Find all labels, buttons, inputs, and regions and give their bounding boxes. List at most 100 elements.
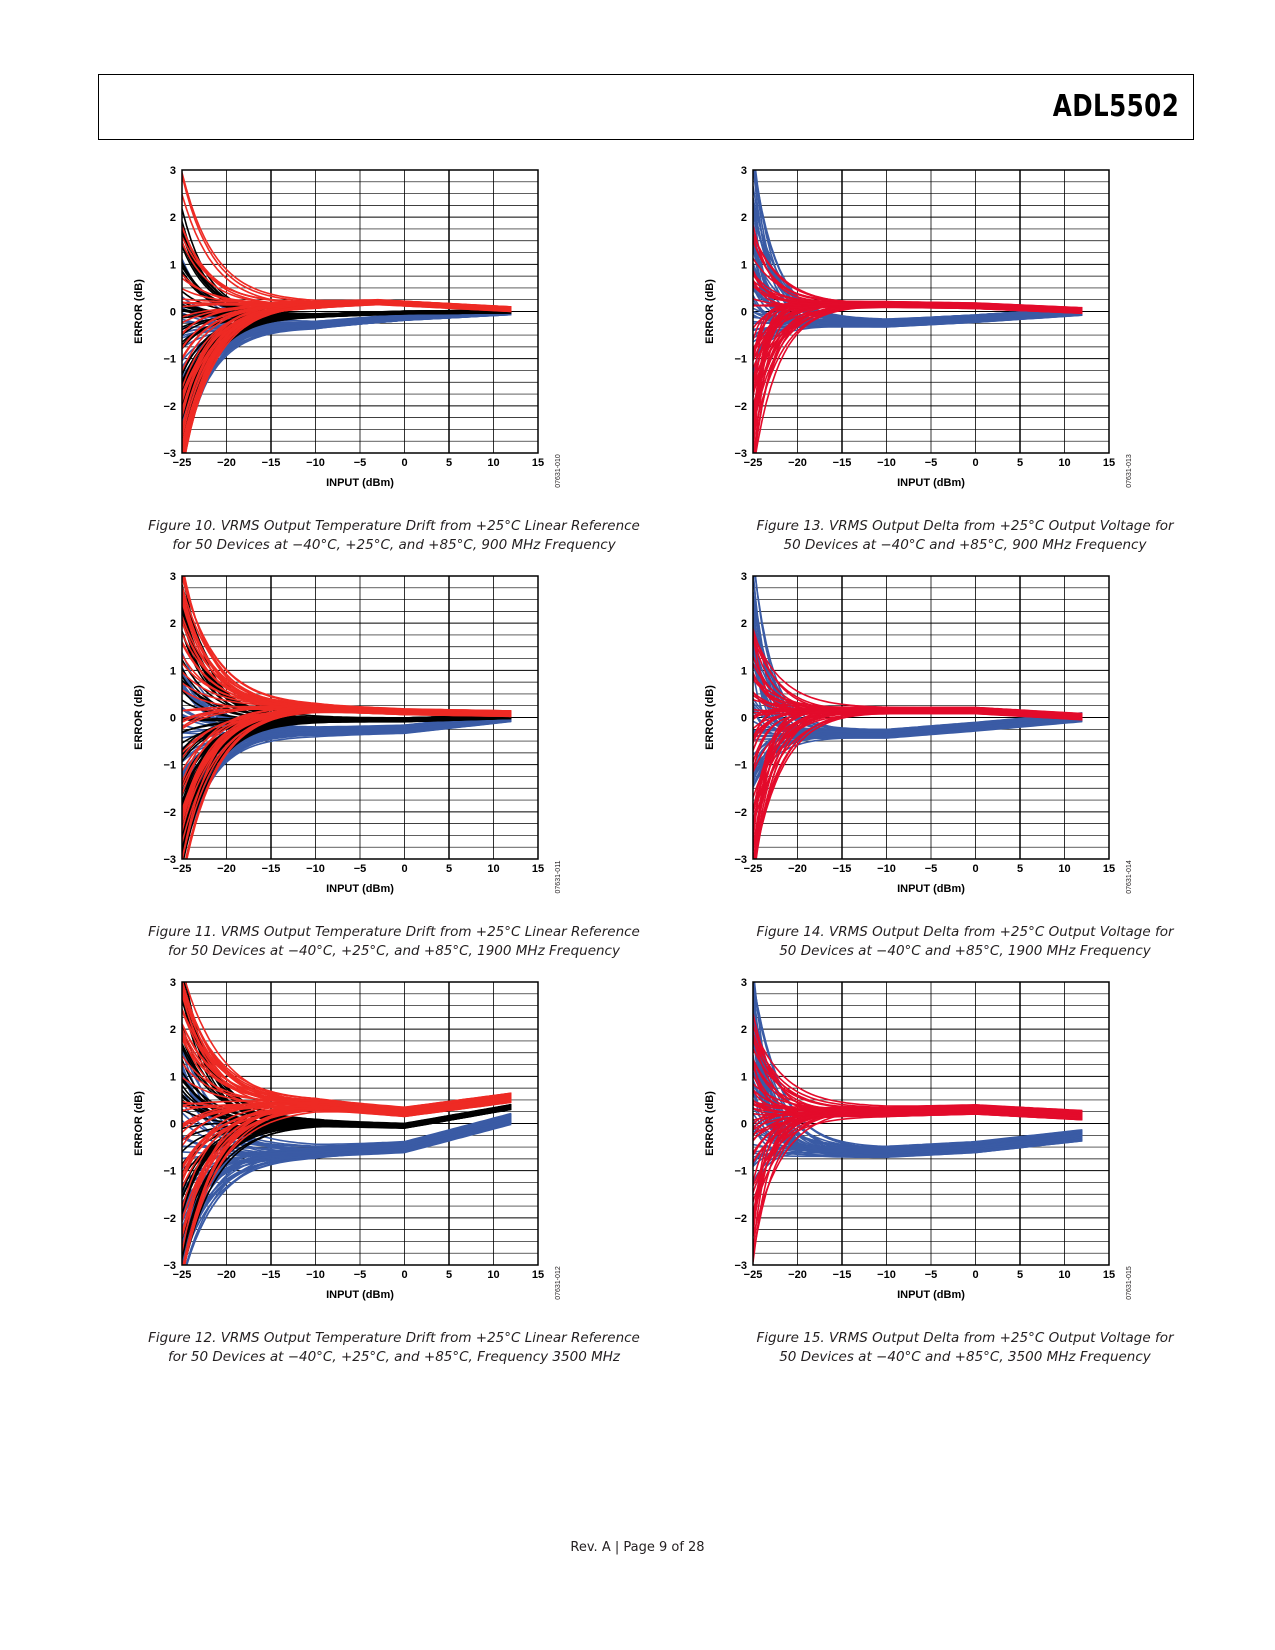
plot-frame xyxy=(752,575,1110,860)
x-tick-label: −10 xyxy=(877,1269,896,1281)
figure-code: 07631-015 xyxy=(1126,1266,1133,1300)
x-tick-label: 5 xyxy=(1017,1269,1023,1281)
figure-11: −25 −20 −15 −10 −5 0 5 10 15 −3 −2 −1 0 1 2 3 INPUT (dBm… xyxy=(124,571,684,971)
device-curve xyxy=(753,708,1083,743)
y-tick-label: −3 xyxy=(734,1260,747,1272)
device-curve xyxy=(182,705,512,728)
x-tick-label: 10 xyxy=(487,863,499,875)
y-tick-label: 1 xyxy=(741,1071,747,1083)
device-curve xyxy=(182,236,512,309)
series-0 xyxy=(182,1029,512,1265)
caption-line-1: Figure 15. VRMS Output Delta from +25°C … xyxy=(756,1330,1174,1346)
x-tick-label: −10 xyxy=(877,863,896,875)
y-tick-label: −1 xyxy=(734,760,747,772)
x-tick-label: −20 xyxy=(217,1269,236,1281)
caption-line-2: 50 Devices at −40°C and +85°C, 3500 MHz … xyxy=(779,1349,1151,1365)
device-curve xyxy=(753,1033,1083,1150)
device-curve xyxy=(182,310,512,416)
x-tick-label: −15 xyxy=(833,457,852,469)
x-tick-label: −25 xyxy=(173,1269,192,1281)
device-curve xyxy=(182,1099,512,1209)
x-tick-label: 10 xyxy=(487,457,499,469)
y-tick-label: −1 xyxy=(163,1166,176,1178)
y-tick-label: −1 xyxy=(163,354,176,366)
y-tick-label: −2 xyxy=(163,1213,176,1225)
curves xyxy=(753,576,1083,859)
x-tick-label: 0 xyxy=(401,863,407,875)
device-curve xyxy=(182,172,512,308)
y-tick-label: −3 xyxy=(163,854,176,866)
y-tick-label: −3 xyxy=(163,448,176,460)
y-tick-label: −1 xyxy=(734,1166,747,1178)
x-axis-label: INPUT (dBm) xyxy=(326,477,394,489)
device-curve xyxy=(753,985,1083,1159)
device-curve xyxy=(754,305,1083,453)
y-tick-label: 2 xyxy=(170,212,176,224)
y-tick-label: −2 xyxy=(163,401,176,413)
series-2 xyxy=(182,982,512,1265)
device-curve xyxy=(753,1066,1083,1116)
device-curve xyxy=(182,226,512,312)
figure-code: 07631-014 xyxy=(1126,860,1133,894)
figure-caption: Figure 12. VRMS Output Temperature Drift… xyxy=(124,1329,664,1367)
x-tick-label: 5 xyxy=(446,457,452,469)
caption-line-2: for 50 Devices at −40°C, +25°C, and +85°… xyxy=(168,1349,620,1365)
y-axis-label: ERROR (dB) xyxy=(133,1091,145,1156)
x-tick-label: −10 xyxy=(306,863,325,875)
x-tick-label: −15 xyxy=(833,863,852,875)
x-tick-label: −5 xyxy=(354,1269,367,1281)
y-tick-label: 2 xyxy=(170,618,176,630)
y-tick-label: 3 xyxy=(741,977,747,989)
x-tick-label: −20 xyxy=(788,457,807,469)
x-tick-label: 15 xyxy=(532,863,544,875)
figure-caption: Figure 14. VRMS Output Delta from +25°C … xyxy=(695,923,1235,961)
x-tick-label: 15 xyxy=(532,457,544,469)
device-curve xyxy=(753,1103,1083,1121)
x-tick-label: 5 xyxy=(446,863,452,875)
y-tick-label: 1 xyxy=(170,259,176,271)
device-curve xyxy=(753,1105,1083,1163)
y-axis-label: ERROR (dB) xyxy=(133,279,145,344)
y-tick-label: 0 xyxy=(170,713,176,725)
device-curve xyxy=(753,1109,1083,1214)
y-tick-label: 0 xyxy=(741,713,747,725)
x-tick-label: 15 xyxy=(1103,1269,1115,1281)
curves xyxy=(182,172,512,453)
device-curve xyxy=(753,990,1083,1158)
device-curve xyxy=(182,610,512,722)
x-tick-label: 10 xyxy=(487,1269,499,1281)
device-curve xyxy=(182,620,512,715)
y-tick-label: 2 xyxy=(741,618,747,630)
y-tick-label: −2 xyxy=(734,401,747,413)
caption-line-1: Figure 12. VRMS Output Temperature Drift… xyxy=(148,1330,640,1346)
x-tick-label: −10 xyxy=(306,457,325,469)
y-tick-label: −3 xyxy=(163,1260,176,1272)
device-curve xyxy=(182,618,512,721)
device-curve xyxy=(753,1030,1083,1149)
x-tick-label: −15 xyxy=(262,457,281,469)
y-tick-label: −2 xyxy=(163,807,176,819)
x-tick-label: 10 xyxy=(1058,457,1070,469)
device-curve xyxy=(753,238,1083,309)
x-tick-label: −25 xyxy=(744,863,763,875)
x-tick-label: −15 xyxy=(262,1269,281,1281)
x-tick-label: −20 xyxy=(788,863,807,875)
y-tick-label: 2 xyxy=(741,1024,747,1036)
caption-line-1: Figure 13. VRMS Output Delta from +25°C … xyxy=(756,518,1174,534)
y-tick-label: −1 xyxy=(163,760,176,772)
x-axis-label: INPUT (dBm) xyxy=(326,883,394,895)
x-tick-label: −5 xyxy=(925,1269,938,1281)
figure-code: 07631-012 xyxy=(555,1266,562,1300)
x-tick-label: −15 xyxy=(833,1269,852,1281)
x-tick-label: −20 xyxy=(217,863,236,875)
figure-14: −25 −20 −15 −10 −5 0 5 10 15 −3 −2 −1 0 1 2 3 INPUT (dBm… xyxy=(695,571,1255,971)
x-tick-label: −10 xyxy=(877,457,896,469)
x-tick-label: −25 xyxy=(744,457,763,469)
x-tick-label: 15 xyxy=(1103,863,1115,875)
y-tick-label: −1 xyxy=(734,354,747,366)
y-tick-label: 3 xyxy=(170,571,176,583)
device-curve xyxy=(182,1121,512,1160)
series-1 xyxy=(753,225,1083,453)
y-axis-label: ERROR (dB) xyxy=(704,685,716,750)
